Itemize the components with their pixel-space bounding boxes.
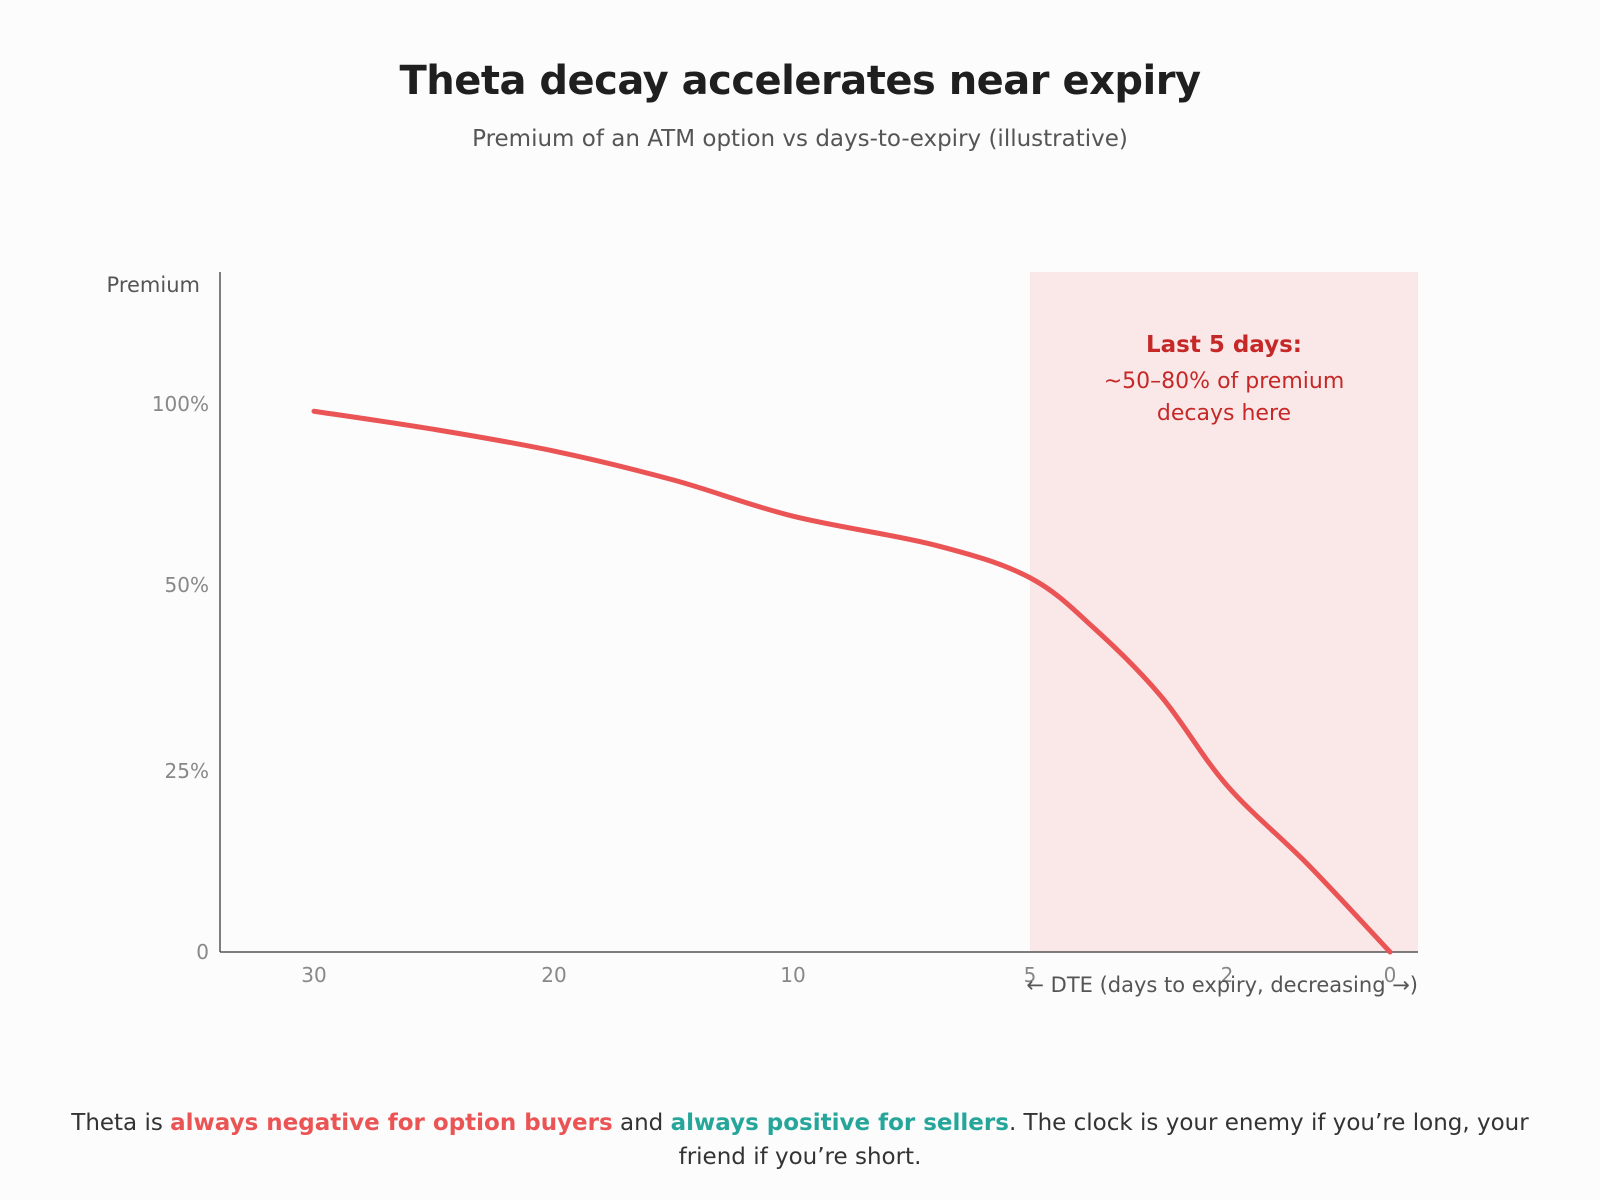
x-tick-label: 2 [1221, 963, 1234, 987]
chart-subtitle: Premium of an ATM option vs days-to-expi… [472, 126, 1128, 152]
highlight-line-2: decays here [1157, 401, 1291, 426]
x-axis-label: ← DTE (days to expiry, decreasing →) [1026, 973, 1418, 997]
footer-prefix: Theta is [71, 1110, 171, 1136]
theta-decay-chart: Last 5 days: ~50–80% of premium decays her… [107, 272, 1418, 997]
y-tick-label: 100% [152, 392, 209, 416]
y-tick-label: 0 [196, 940, 209, 964]
y-tick-label: 50% [165, 573, 209, 597]
x-tick-label: 30 [301, 963, 326, 987]
y-axis-label: Premium [107, 273, 200, 297]
footer-middle: and [612, 1110, 671, 1136]
highlight-region [1030, 272, 1418, 952]
highlight-line-1: ~50–80% of premium [1104, 369, 1345, 394]
footer-note: Theta is always negative for option buye… [40, 1106, 1560, 1174]
x-tick-label: 10 [780, 963, 805, 987]
footer-suffix: . The clock is your enemy if you’re long… [678, 1110, 1529, 1170]
chart-title: Theta decay accelerates near expiry [399, 58, 1201, 104]
highlight-title: Last 5 days: [1146, 332, 1302, 358]
footer-negative-phrase: always negative for option buyers [170, 1110, 613, 1136]
premium-decay-line [311, 408, 1393, 955]
x-tick-label: 0 [1384, 963, 1397, 987]
x-tick-label: 5 [1024, 963, 1037, 987]
y-tick-label: 25% [165, 759, 209, 783]
footer-positive-phrase: always positive for sellers [670, 1110, 1009, 1136]
x-tick-label: 20 [541, 963, 566, 987]
